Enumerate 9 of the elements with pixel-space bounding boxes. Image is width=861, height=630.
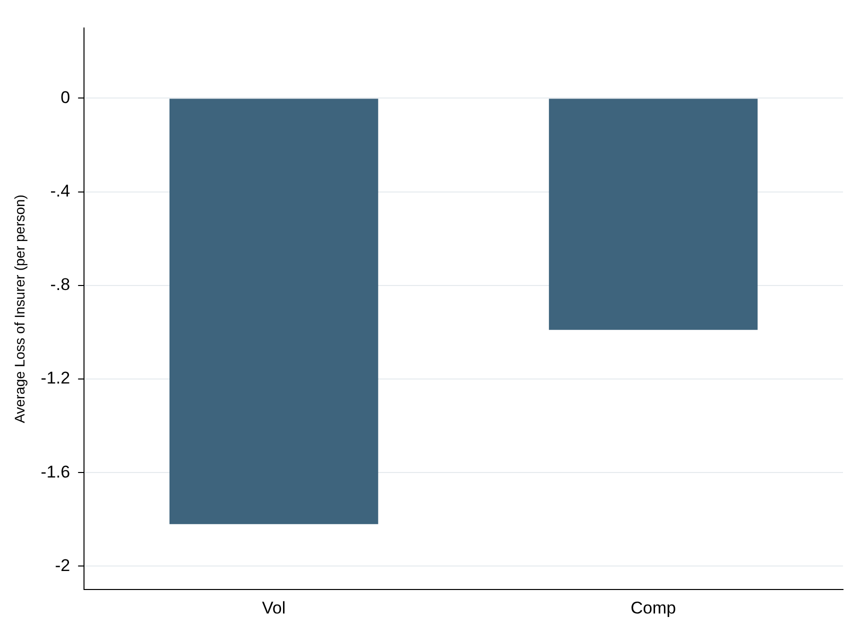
x-tick-label: Vol	[262, 598, 286, 618]
y-tick-label: -.8	[50, 275, 70, 294]
y-tick-label: -.4	[50, 181, 70, 200]
y-axis-title: Average Loss of Insurer (per person)	[11, 194, 28, 424]
y-tick-label: -1.2	[40, 368, 70, 388]
x-tick-label: Comp	[630, 598, 676, 618]
y-tick-label: 0	[60, 88, 70, 107]
y-tick-label: -1.6	[40, 462, 70, 482]
y-tick-label: -2	[54, 556, 70, 575]
